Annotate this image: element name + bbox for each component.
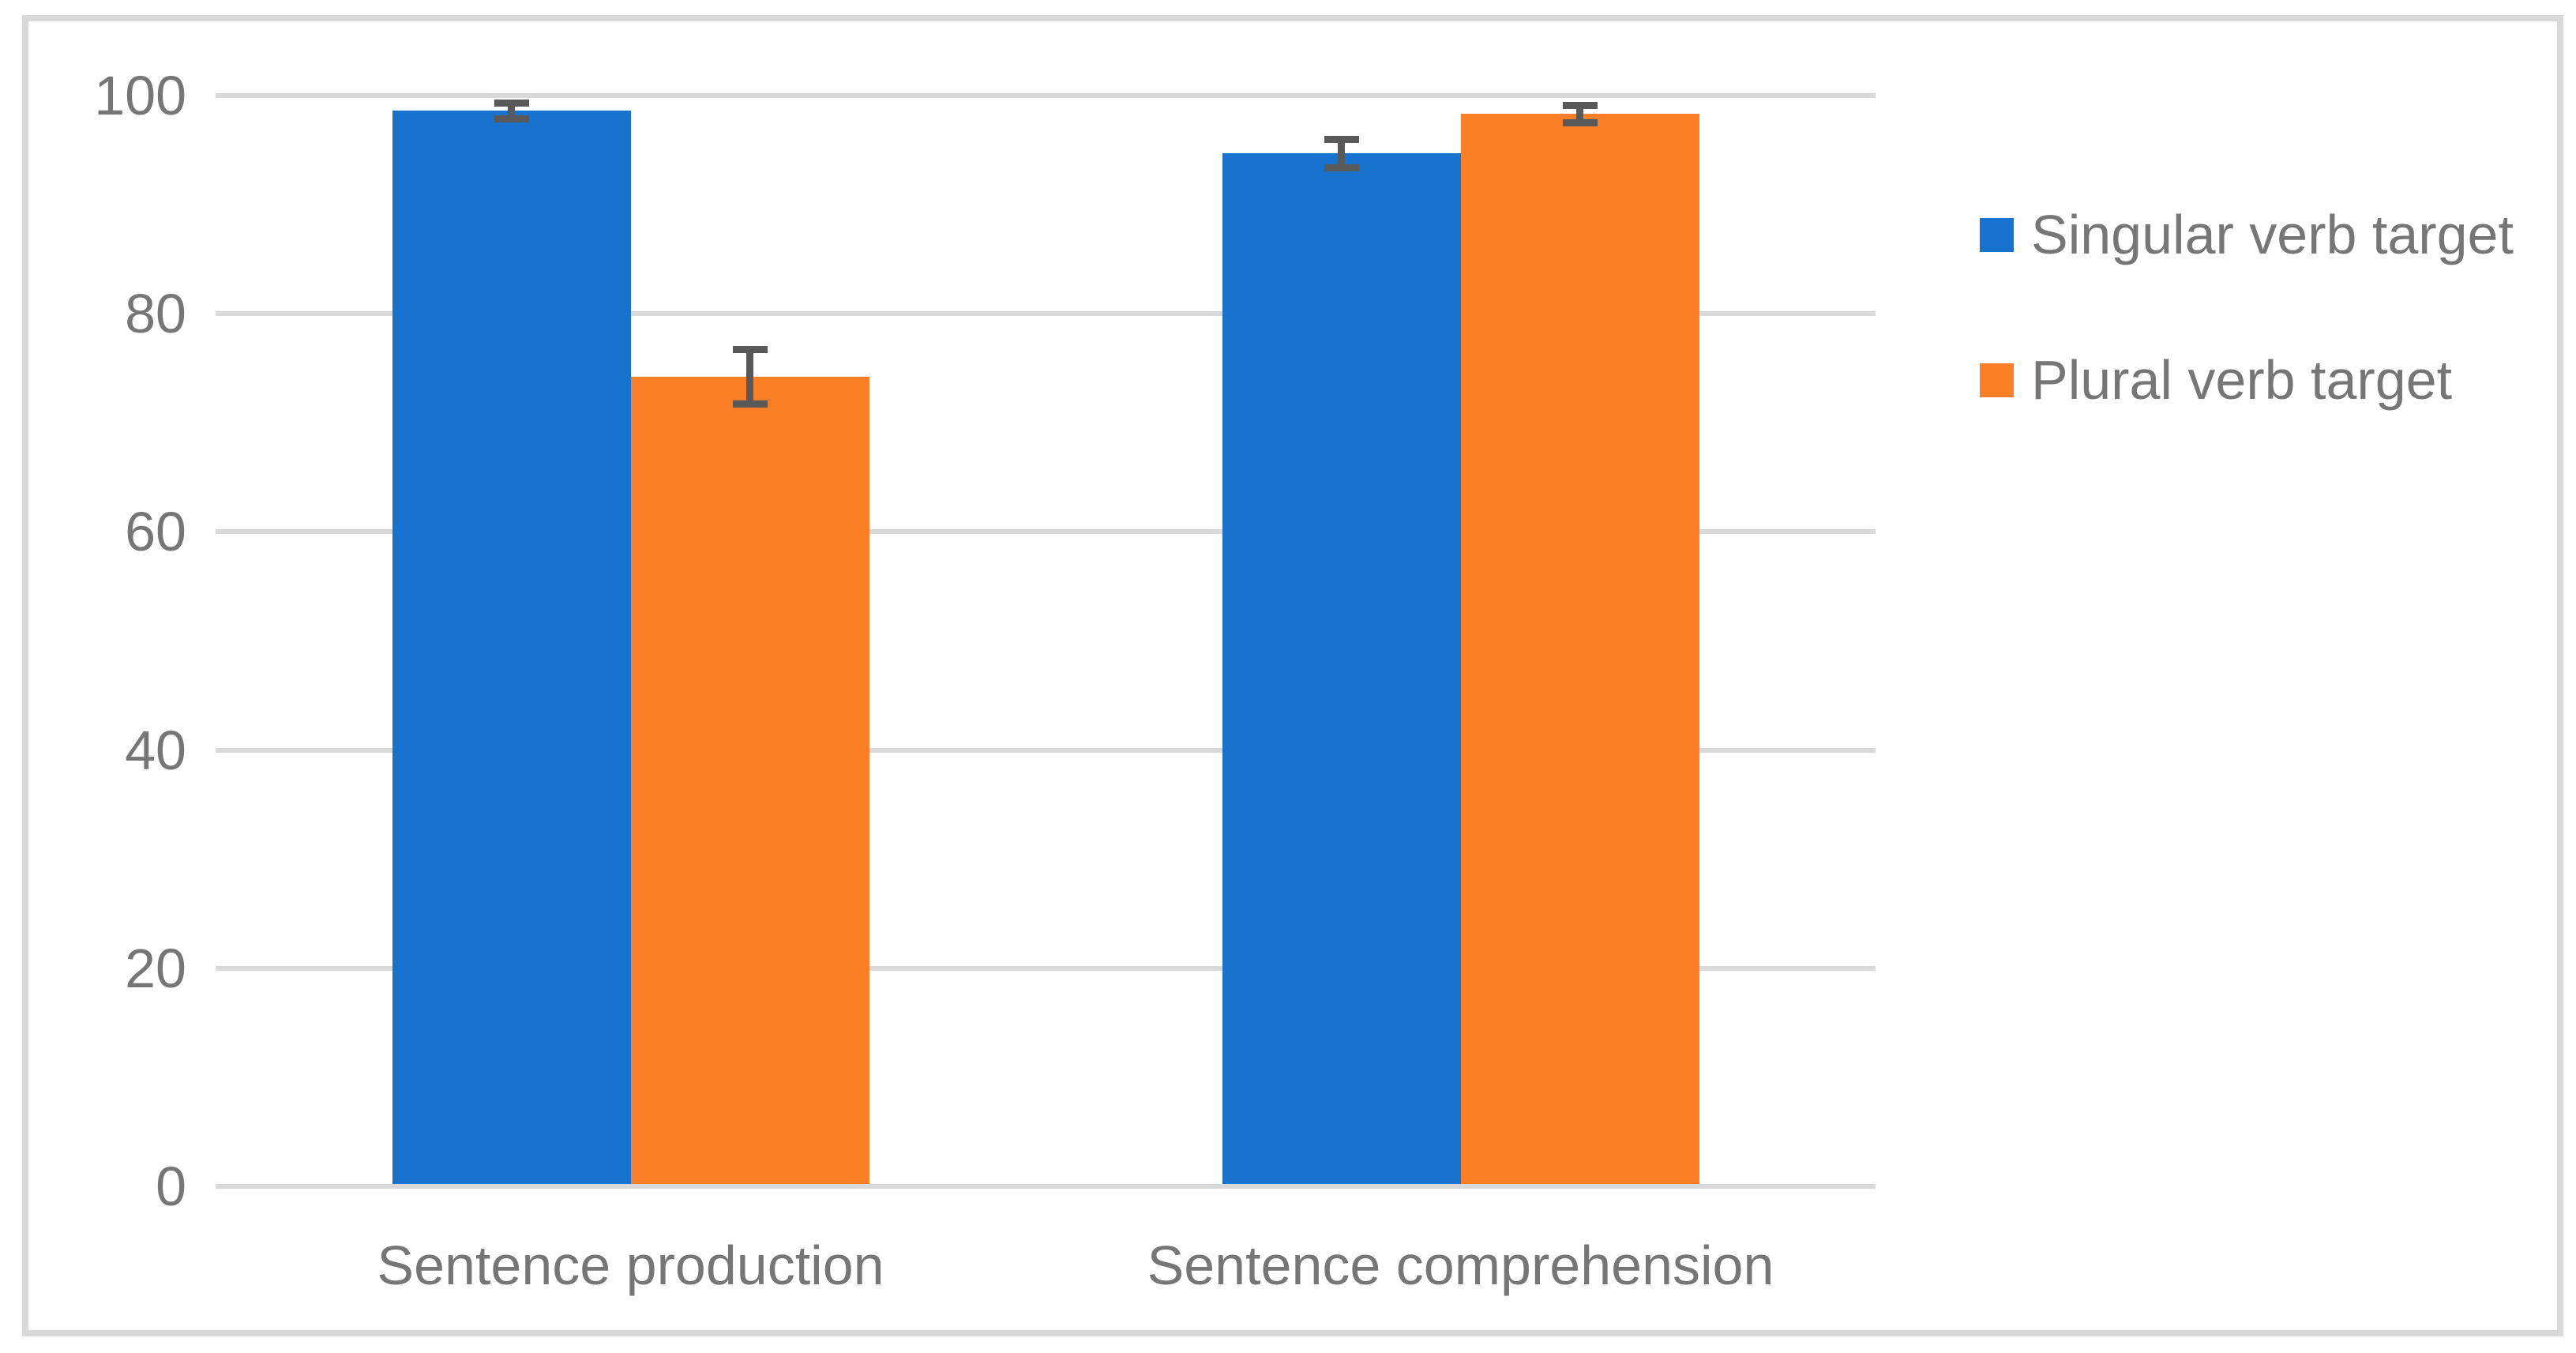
- legend-swatch: [1980, 217, 2014, 252]
- y-tick-label: 80: [125, 283, 186, 345]
- gridline: [216, 93, 1876, 98]
- bar-series2-cat2: [1460, 114, 1699, 1184]
- legend-swatch: [1980, 363, 2014, 397]
- error-bar: [746, 349, 753, 404]
- legend-item: Singular verb target: [1980, 207, 2514, 262]
- error-bar: [1324, 163, 1359, 171]
- error-bar: [508, 103, 515, 118]
- error-bar: [1562, 119, 1598, 127]
- error-bar: [732, 400, 768, 408]
- error-bar: [1576, 105, 1583, 123]
- bar-series1-cat1: [392, 111, 631, 1184]
- x-axis-label: Sentence comprehension: [1147, 1235, 1774, 1296]
- legend-item: Plural verb target: [1980, 352, 2452, 408]
- gridline: [216, 965, 1876, 971]
- chart-frame: 0 20 40 60 80 100 Sentence production Sentence …: [22, 15, 2563, 1336]
- y-tick-label: 20: [125, 937, 186, 999]
- y-tick-label: 100: [94, 65, 186, 126]
- bar-series1-cat2: [1222, 153, 1461, 1184]
- error-bar: [494, 115, 529, 122]
- error-bar: [1338, 139, 1345, 168]
- gridline: [216, 311, 1876, 317]
- y-tick-label: 40: [125, 719, 186, 781]
- gridline: [216, 529, 1876, 535]
- gridline: [216, 747, 1876, 753]
- x-axis-label: Sentence production: [377, 1235, 884, 1296]
- legend-label: Plural verb target: [2031, 349, 2453, 411]
- legend-label: Singular verb target: [2031, 204, 2514, 265]
- y-tick-label: 0: [156, 1156, 186, 1217]
- y-tick-label: 60: [125, 501, 186, 563]
- gridline: [216, 1184, 1876, 1189]
- bar-series2-cat1: [630, 377, 869, 1184]
